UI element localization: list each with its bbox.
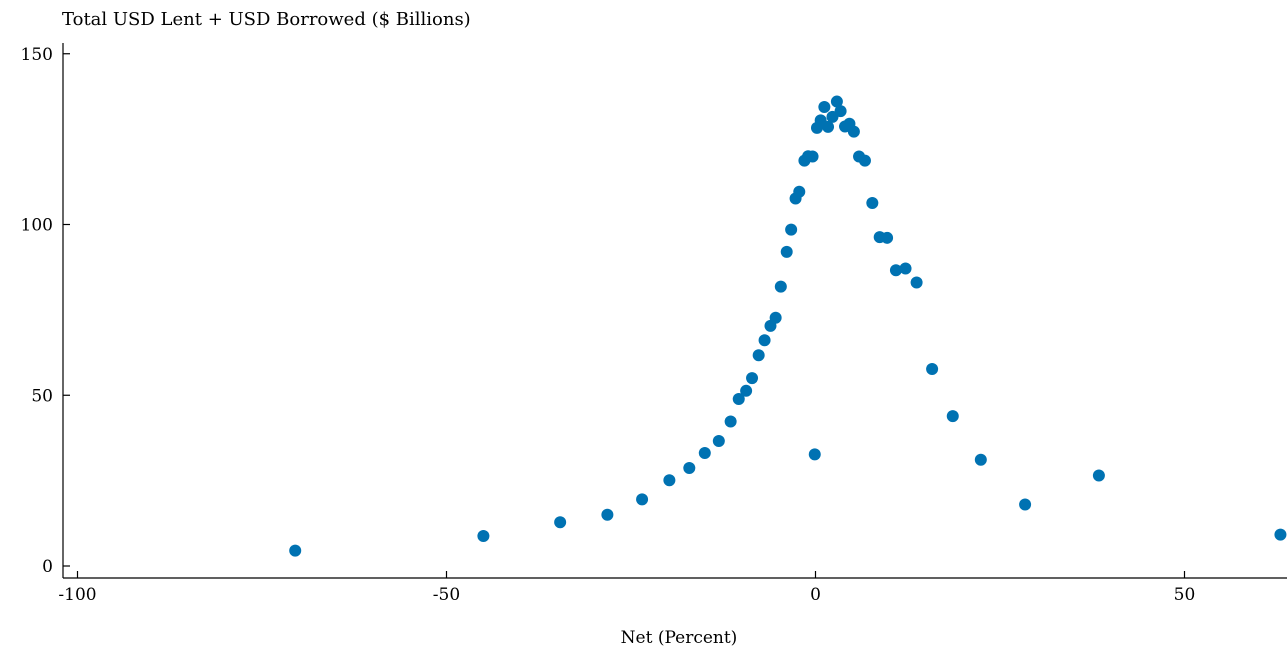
y-tick-label: 150 xyxy=(21,45,53,65)
data-point xyxy=(740,384,753,397)
y-axis-ticks: 0 50 100 150 xyxy=(21,45,70,577)
data-point xyxy=(1092,469,1105,482)
data-point xyxy=(946,410,959,423)
data-point xyxy=(899,262,912,275)
y-tick-label: 100 xyxy=(21,216,53,236)
data-point xyxy=(289,544,302,557)
data-point xyxy=(712,435,725,448)
data-point xyxy=(822,120,835,133)
data-point xyxy=(780,245,793,258)
data-point xyxy=(974,453,987,466)
data-point xyxy=(889,264,902,277)
data-point xyxy=(926,362,939,375)
data-point xyxy=(808,448,821,461)
data-point xyxy=(785,223,798,236)
data-point xyxy=(477,529,490,542)
data-point xyxy=(601,508,614,521)
data-point xyxy=(769,311,782,324)
data-point xyxy=(758,334,771,347)
data-points xyxy=(289,95,1287,557)
x-tick-label: -100 xyxy=(58,585,96,605)
data-point xyxy=(847,125,860,138)
data-point xyxy=(1019,498,1032,511)
x-tick-label: 0 xyxy=(810,585,821,605)
data-point xyxy=(818,101,831,114)
data-point xyxy=(752,349,765,362)
data-point xyxy=(698,446,711,459)
data-point xyxy=(774,280,787,293)
data-point xyxy=(554,516,567,529)
x-tick-label: -50 xyxy=(433,585,460,605)
data-point xyxy=(910,276,923,289)
data-point xyxy=(806,150,819,163)
data-point xyxy=(724,415,737,428)
y-tick-label: 50 xyxy=(31,386,53,406)
data-point xyxy=(1274,528,1287,541)
y-tick-label: 0 xyxy=(42,557,53,577)
chart-title: Total USD Lent + USD Borrowed ($ Billion… xyxy=(62,9,471,30)
data-point xyxy=(830,95,843,108)
data-point xyxy=(834,105,847,118)
data-point xyxy=(858,154,871,167)
data-point xyxy=(732,393,745,406)
x-axis-ticks: -100 -50 0 50 xyxy=(58,571,1195,605)
data-point xyxy=(663,474,676,487)
data-point xyxy=(793,185,806,198)
data-point xyxy=(866,196,879,209)
data-point xyxy=(746,372,759,385)
data-point xyxy=(636,493,649,506)
data-point xyxy=(683,461,696,474)
data-point xyxy=(881,231,894,244)
x-axis-label: Net (Percent) xyxy=(621,628,738,648)
x-tick-label: 50 xyxy=(1174,585,1196,605)
